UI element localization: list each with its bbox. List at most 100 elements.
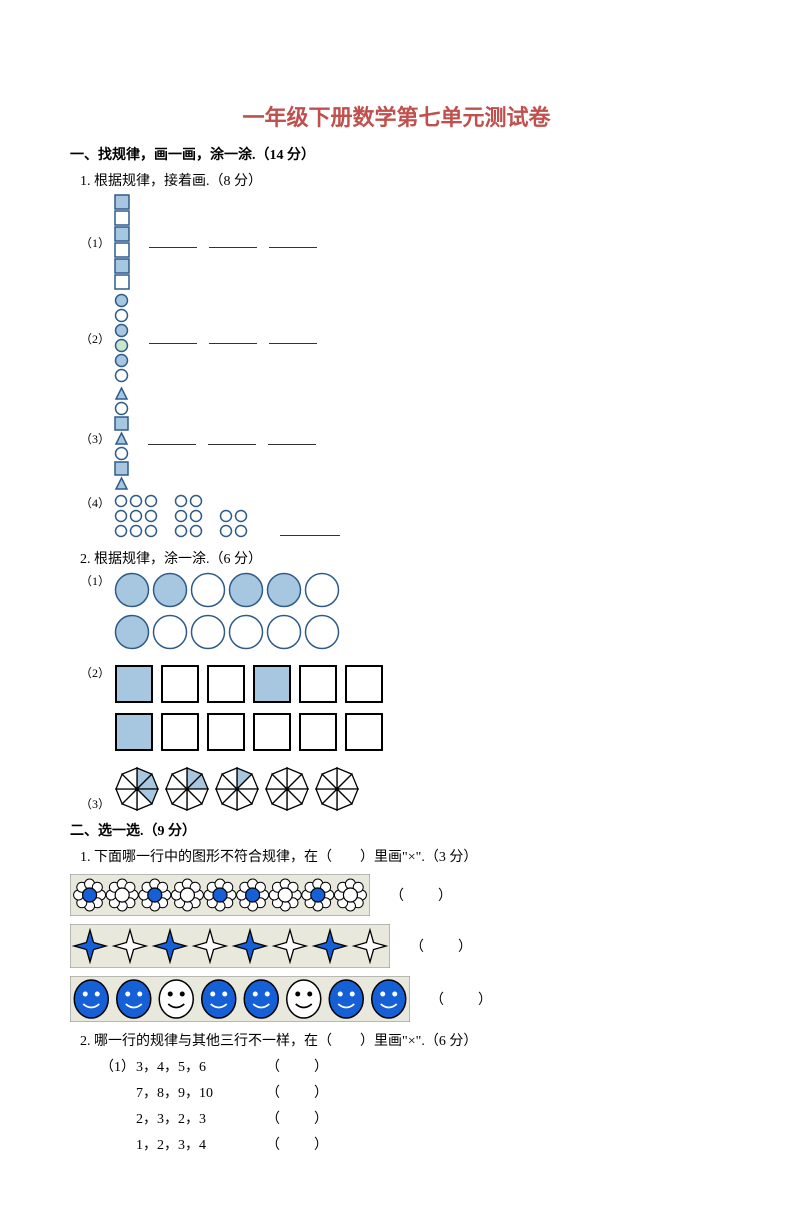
circle-icon	[114, 509, 128, 523]
circle-icon	[144, 494, 158, 508]
paint-square[interactable]	[206, 664, 246, 704]
circle-icon	[144, 524, 158, 538]
number-row: 1，2，3，4（ ）	[100, 1134, 723, 1154]
paint-square[interactable]	[206, 712, 246, 752]
flowers-strip	[70, 874, 370, 916]
paint-circle[interactable]	[152, 614, 188, 650]
paint-square[interactable]	[298, 664, 338, 704]
paint-circle[interactable]	[266, 572, 302, 608]
paint-circle[interactable]	[114, 614, 150, 650]
circle-icon	[144, 509, 158, 523]
answer-blank[interactable]	[208, 432, 256, 445]
paint-octagon[interactable]	[114, 766, 160, 812]
circle-icon	[174, 494, 188, 508]
shape-icon	[114, 476, 129, 491]
answer-paren[interactable]: （ ）	[266, 1056, 330, 1076]
circle-icon	[234, 524, 248, 538]
shape-icon	[114, 431, 129, 446]
q1-row-4: （4）	[80, 494, 723, 538]
paint-square[interactable]	[114, 664, 154, 704]
sequence: 7，8，9，10	[136, 1082, 266, 1102]
square-icon	[114, 274, 130, 290]
shape-icon	[114, 386, 129, 401]
paint-circle[interactable]	[152, 572, 188, 608]
answer-paren[interactable]: （ ）	[266, 1082, 330, 1102]
answer-blank[interactable]	[269, 235, 317, 248]
paint-square[interactable]	[160, 712, 200, 752]
circle-icon	[114, 368, 129, 383]
answer-paren[interactable]: （ ）	[390, 885, 454, 905]
sequence: 3，4，5，6	[136, 1056, 266, 1076]
answer-blank[interactable]	[149, 235, 197, 248]
paint-circle[interactable]	[190, 572, 226, 608]
circle-icon	[114, 353, 129, 368]
faces-strip	[70, 976, 410, 1022]
paint-square[interactable]	[160, 664, 200, 704]
section-1-head: 一、找规律，画一画，涂一涂.（14 分）	[70, 144, 723, 164]
sequence: 2，3，2，3	[136, 1108, 266, 1128]
q1-row-1: （1）	[80, 194, 723, 290]
row-label: （3）	[80, 795, 110, 812]
paint-square[interactable]	[252, 664, 292, 704]
number-row: 7，8，9，10（ ）	[100, 1082, 723, 1102]
circle-icon	[114, 323, 129, 338]
q1-row-2: （2）	[80, 293, 723, 383]
s2q2-text: 2. 哪一行的规律与其他三行不一样，在（ ）里画"×".（6 分）	[80, 1030, 723, 1050]
paint-circle[interactable]	[228, 614, 264, 650]
answer-blank[interactable]	[269, 331, 317, 344]
circle-icon	[174, 509, 188, 523]
paint-octagon[interactable]	[164, 766, 210, 812]
row-label	[100, 1082, 136, 1102]
row-label: （1）	[80, 572, 110, 589]
row-label: （4）	[80, 494, 110, 511]
paint-row-1: （1）	[80, 572, 723, 650]
q2-text: 2. 根据规律，涂一涂.（6 分）	[80, 548, 723, 568]
circle-icon	[189, 509, 203, 523]
circle-icon	[129, 494, 143, 508]
answer-blank[interactable]	[149, 331, 197, 344]
q1-row-3: （3）	[80, 386, 723, 491]
paint-square[interactable]	[298, 712, 338, 752]
shape-icon	[114, 416, 129, 431]
shape-icon	[114, 461, 129, 476]
row-label: （2）	[80, 664, 110, 681]
paint-circle[interactable]	[304, 614, 340, 650]
row-label: （1）	[80, 234, 110, 251]
paint-circle[interactable]	[266, 614, 302, 650]
answer-blank[interactable]	[268, 432, 316, 445]
paint-octagon[interactable]	[264, 766, 310, 812]
paint-square[interactable]	[344, 664, 384, 704]
shape-icon	[114, 401, 129, 416]
circle-icon	[189, 524, 203, 538]
answer-blank[interactable]	[148, 432, 196, 445]
circle-icon	[114, 308, 129, 323]
sequence: 1，2，3，4	[136, 1134, 266, 1154]
paint-octagon[interactable]	[214, 766, 260, 812]
paint-square[interactable]	[114, 712, 154, 752]
square-icon	[114, 258, 130, 274]
paint-circle[interactable]	[114, 572, 150, 608]
circle-icon	[219, 524, 233, 538]
answer-paren[interactable]: （ ）	[266, 1134, 330, 1154]
answer-blank[interactable]	[209, 331, 257, 344]
paint-circle[interactable]	[228, 572, 264, 608]
circle-icon	[129, 524, 143, 538]
square-icon	[114, 194, 130, 210]
circle-icon	[234, 509, 248, 523]
row-label	[100, 1108, 136, 1128]
answer-paren[interactable]: （ ）	[266, 1108, 330, 1128]
paint-square[interactable]	[252, 712, 292, 752]
paint-square[interactable]	[344, 712, 384, 752]
square-icon	[114, 210, 130, 226]
paint-circle[interactable]	[190, 614, 226, 650]
paint-octagon[interactable]	[314, 766, 360, 812]
answer-blank[interactable]	[209, 235, 257, 248]
section-2-head: 二、选一选.（9 分）	[70, 820, 723, 840]
answer-blank[interactable]	[280, 523, 340, 536]
answer-paren[interactable]: （ ）	[430, 989, 494, 1009]
shape-icon	[114, 446, 129, 461]
circle-icon	[189, 494, 203, 508]
number-row: 2，3，2，3（ ）	[100, 1108, 723, 1128]
paint-circle[interactable]	[304, 572, 340, 608]
answer-paren[interactable]: （ ）	[410, 936, 474, 956]
